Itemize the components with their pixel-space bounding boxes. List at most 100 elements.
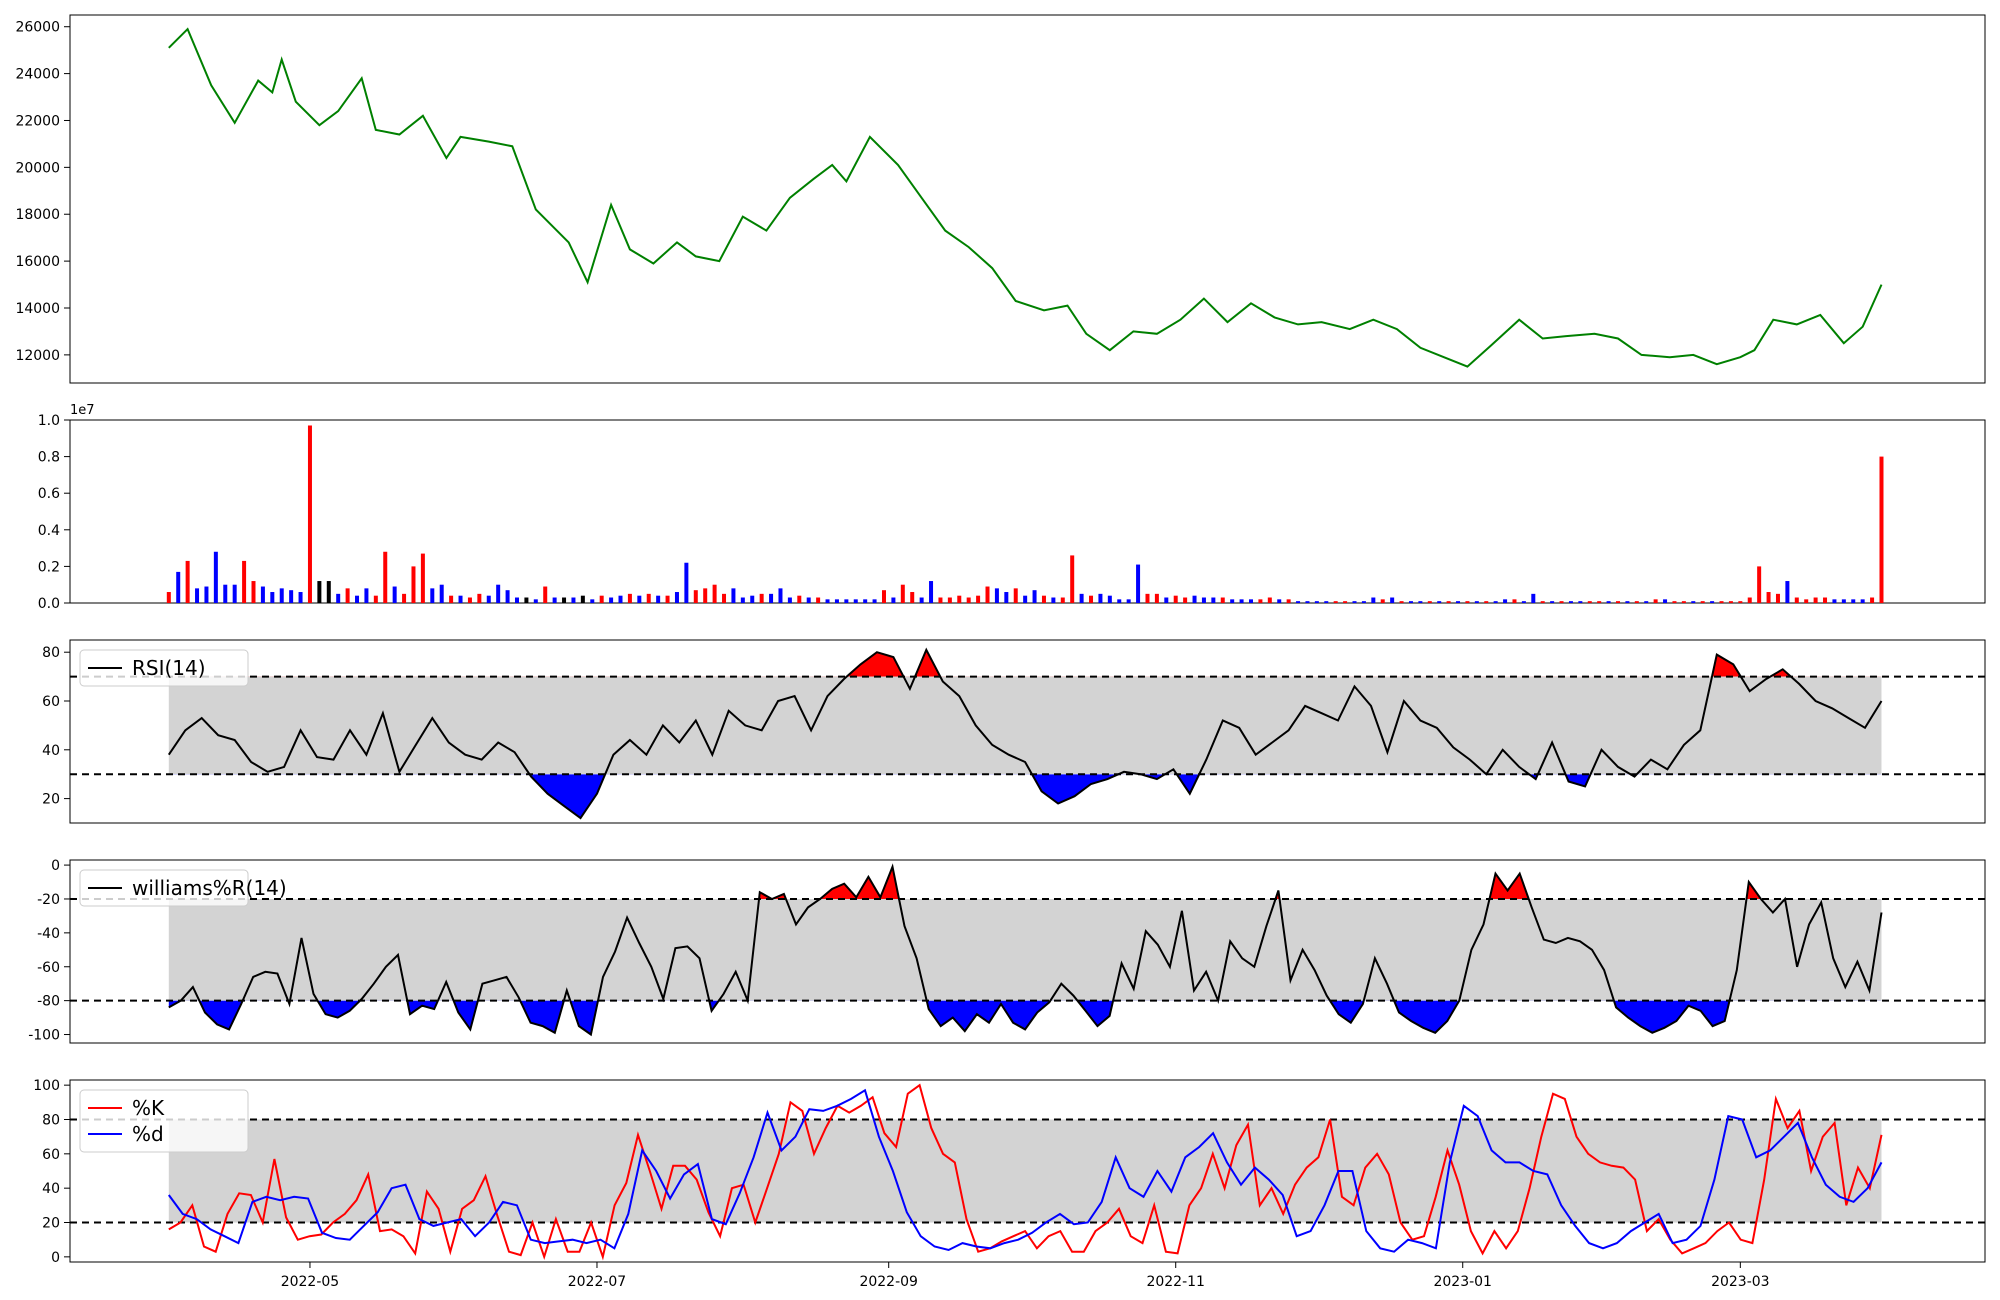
volume-bar [910, 592, 915, 603]
volume-bar [345, 588, 350, 603]
volume-bar [929, 581, 934, 603]
volume-bar [712, 584, 717, 603]
volume-bar [881, 590, 886, 603]
volume-bar [1634, 601, 1639, 603]
volume-bar [1484, 601, 1489, 603]
legend-label: RSI(14) [132, 656, 206, 680]
price-line [168, 27, 1883, 368]
volume-bar [1324, 601, 1329, 603]
volume-bar [703, 588, 708, 603]
volume-bar [665, 595, 670, 603]
volume-bar [1390, 597, 1395, 603]
volume-bar [185, 560, 190, 603]
volume-bar [787, 597, 792, 603]
neutral-band [168, 898, 1882, 1001]
y-tick-label: 40 [42, 1181, 60, 1197]
y-tick-label: 26000 [15, 20, 60, 36]
volume-bar [1813, 597, 1818, 603]
volume-bar [477, 593, 482, 603]
volume-bar [693, 590, 698, 603]
volume-bar [467, 597, 472, 603]
volume-bar [1164, 597, 1169, 603]
volume-bar [373, 595, 378, 603]
volume-bar [731, 588, 736, 603]
y-tick-label: 80 [42, 1112, 60, 1128]
overbought-fill [759, 866, 1761, 899]
oversold-fill [529, 774, 1637, 819]
volume-bar [919, 597, 924, 603]
volume-bar [599, 595, 604, 603]
y-tick-label: -60 [37, 960, 60, 976]
volume-bar [1446, 601, 1451, 603]
volume-bar [627, 593, 632, 603]
volume-bar [656, 595, 661, 603]
volume-bar [1456, 601, 1461, 603]
volume-bar [1427, 601, 1432, 603]
volume-bar [251, 581, 256, 603]
volume-bar [213, 551, 218, 603]
volume-bar [1013, 588, 1018, 603]
volume-bar [938, 597, 943, 603]
x-tick-label: 2022-11 [1146, 1274, 1205, 1290]
volume-bar [1587, 601, 1592, 603]
volume-bar [947, 597, 952, 603]
axes-frame [69, 419, 1986, 604]
volume-bar [176, 571, 181, 603]
volume-bar [1766, 592, 1771, 603]
volume-bar [1851, 599, 1856, 603]
y-tick-label: 0 [51, 858, 60, 874]
volume-bar [1757, 566, 1762, 603]
volume-bar [1672, 601, 1677, 603]
oversold-fill [168, 1000, 1730, 1035]
volume-bar [533, 599, 538, 603]
volume-bar [1352, 601, 1357, 603]
volume-bar [1286, 599, 1291, 603]
percent-k-line [168, 1083, 1883, 1261]
volume-bar [326, 581, 331, 603]
volume-bar [486, 595, 491, 603]
y-tick-label: -100 [28, 1028, 60, 1044]
volume-bar [844, 599, 849, 603]
y-tick-label: 24000 [15, 67, 60, 83]
volume-bar [242, 560, 247, 603]
y-tick-label: 100 [33, 1078, 60, 1094]
y-tick-label: 20 [42, 1216, 60, 1232]
volume-bar [223, 584, 228, 603]
legend-box [79, 869, 249, 907]
y-tick-label: 1.0 [38, 413, 60, 429]
volume-bar [1568, 601, 1573, 603]
volume-bar [1775, 593, 1780, 603]
volume-bar [1644, 601, 1649, 603]
volume-bar [1625, 601, 1630, 603]
legend-box [79, 649, 249, 687]
axes-frame [69, 1079, 1986, 1263]
volume-bar [1794, 597, 1799, 603]
y-tick-label: 0 [51, 1250, 60, 1266]
volume-bar [1710, 601, 1715, 603]
y-tick-label: 60 [42, 694, 60, 710]
y-tick-label: 0.2 [38, 559, 60, 575]
volume-bar [806, 597, 811, 603]
volume-bar [1663, 599, 1668, 603]
volume-panel: 0.0 0.2 0.4 0.6 0.8 1.0 1e7 [38, 403, 1986, 612]
x-tick-label: 2022-05 [281, 1274, 340, 1290]
volume-bar [1653, 599, 1658, 603]
volume-bar [1681, 601, 1686, 603]
volume-bar [1060, 597, 1065, 603]
williams-line [168, 863, 1883, 1037]
y-tick-label: 40 [42, 743, 60, 759]
volume-bar [402, 593, 407, 603]
volume-bar [552, 597, 557, 603]
volume-bar [1870, 597, 1875, 603]
volume-bar [1361, 601, 1366, 603]
volume-bar [1879, 456, 1884, 603]
volume-bar [797, 595, 802, 603]
volume-bar [195, 588, 200, 603]
volume-bar [439, 584, 444, 603]
volume-bar [232, 584, 237, 603]
volume-bar [1126, 599, 1131, 603]
volume-bar [1145, 593, 1150, 603]
volume-bar [420, 553, 425, 603]
volume-bar [1408, 601, 1413, 603]
